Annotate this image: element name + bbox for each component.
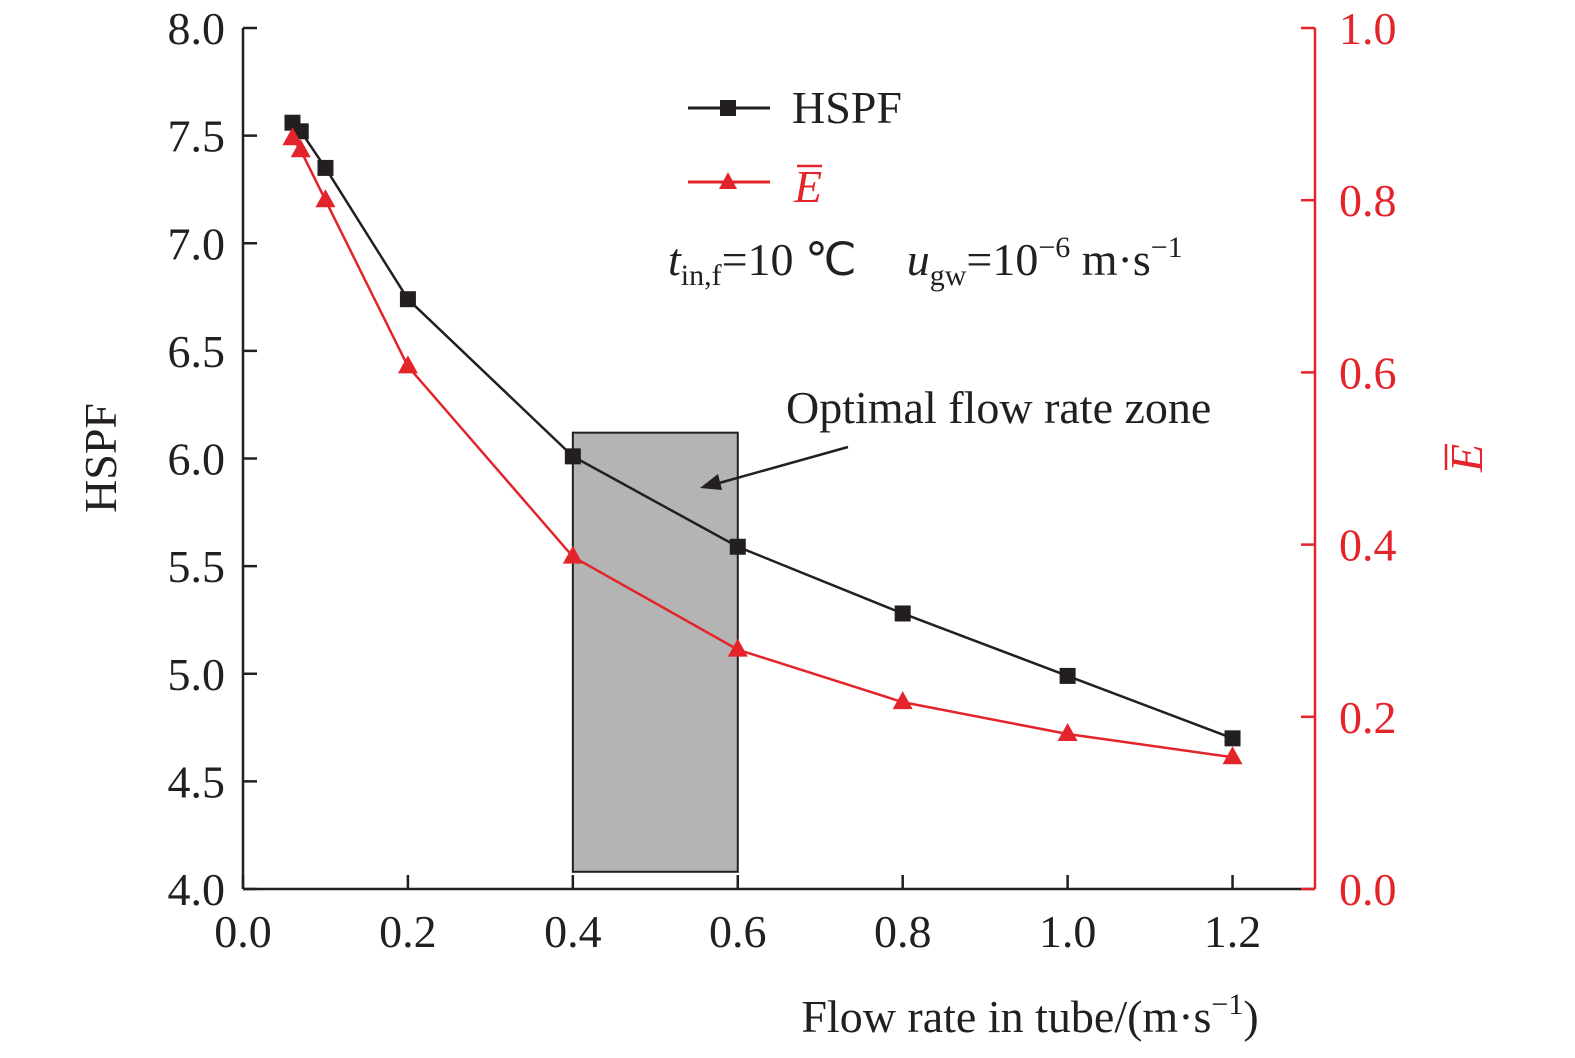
y2-tick-label: 0.0	[1339, 864, 1397, 915]
optimal-zone-rect	[571, 431, 739, 873]
legend-label-e: E	[793, 161, 822, 212]
y-tick-label: 4.5	[168, 756, 226, 807]
series-line-e	[291, 137, 1233, 759]
data-point-e	[562, 545, 583, 564]
svg-text:E: E	[1441, 444, 1492, 473]
legend: HSPF E	[688, 82, 902, 212]
data-point-e	[397, 355, 418, 374]
y-tick-label: 6.0	[168, 434, 226, 485]
legend-marker-hspf	[720, 100, 736, 116]
data-point-hspf	[399, 291, 416, 308]
y-tick-label: 7.0	[168, 218, 226, 269]
y-tick-label: 5.5	[168, 541, 226, 592]
x-tick-label: 1.0	[1039, 906, 1097, 957]
x-tick-label: 0.6	[709, 906, 767, 957]
x-tick-label: 0.4	[544, 906, 602, 957]
x-tick-label: 0.0	[214, 906, 272, 957]
data-point-e	[282, 127, 303, 146]
data-point-hspf	[1059, 667, 1076, 684]
y-axis-label: HSPF	[75, 403, 126, 513]
condition-text: tin,f=10 ℃ ugw=10−6 m·s−1	[668, 231, 1183, 292]
data-point-e	[1057, 723, 1078, 742]
y2-tick-label: 0.6	[1339, 347, 1397, 398]
y-tick-label: 7.5	[168, 111, 226, 162]
legend-label-hspf: HSPF	[792, 82, 902, 133]
data-point-hspf	[729, 538, 746, 555]
y-tick-label: 8.0	[168, 3, 226, 54]
legend-marker-e	[719, 172, 737, 189]
data-point-hspf	[894, 605, 911, 622]
data-point-e	[1222, 746, 1243, 765]
data-point-hspf	[564, 448, 581, 465]
y2-axis-label: E	[1441, 444, 1492, 473]
y2-tick-label: 1.0	[1339, 3, 1397, 54]
x-axis-label: Flow rate in tube/(m·s−1)	[801, 988, 1258, 1042]
zone-arrow-head	[700, 474, 722, 490]
y-tick-label: 5.0	[168, 649, 226, 700]
data-point-e	[315, 189, 336, 208]
y-tick-label: 4.0	[168, 864, 226, 915]
data-point-hspf	[317, 159, 334, 176]
x-tick-label: 0.2	[379, 906, 437, 957]
y2-tick-label: 0.4	[1339, 520, 1397, 571]
y-tick-label: 6.5	[168, 326, 226, 377]
x-tick-label: 0.8	[874, 906, 932, 957]
data-point-hspf	[1224, 730, 1241, 747]
data-point-e	[727, 638, 748, 657]
data-point-e	[290, 139, 311, 158]
y2-tick-label: 0.2	[1339, 692, 1397, 743]
x-tick-label: 1.2	[1204, 906, 1262, 957]
zone-label: Optimal flow rate zone	[786, 382, 1211, 433]
zone-arrow	[711, 445, 849, 487]
data-point-e	[892, 691, 913, 710]
y2-tick-label: 0.8	[1339, 175, 1397, 226]
